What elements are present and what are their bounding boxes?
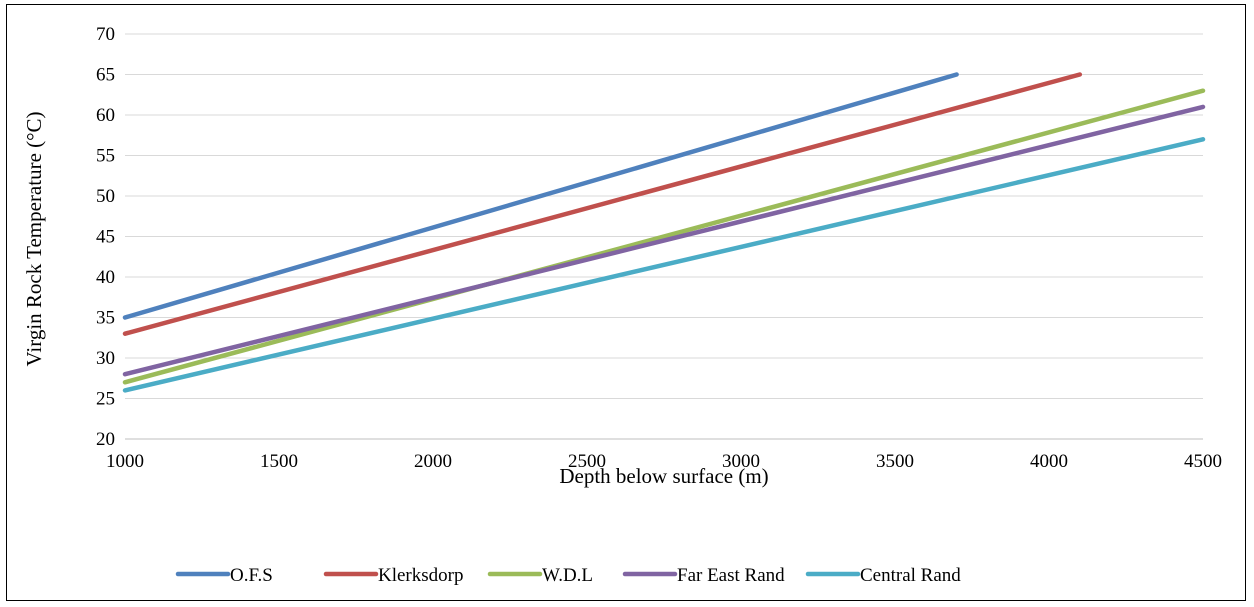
y-tick-label: 50 — [96, 186, 115, 207]
y-tick-label: 20 — [96, 429, 115, 450]
y-tick-label: 65 — [96, 65, 115, 86]
x-tick-label: 4000 — [1030, 451, 1068, 472]
x-tick-label: 3500 — [876, 451, 914, 472]
y-tick-label: 55 — [96, 146, 115, 167]
y-tick-label: 60 — [96, 105, 115, 126]
legend-label: O.F.S — [230, 565, 273, 586]
y-tick-label: 70 — [96, 24, 115, 45]
x-tick-label: 2500 — [568, 451, 606, 472]
y-tick-label: 25 — [96, 389, 115, 410]
x-tick-label: 3000 — [722, 451, 760, 472]
series-line-klerksdorp — [122, 72, 1083, 336]
legend-label: Far East Rand — [677, 565, 785, 586]
x-axis-title: Depth below surface (m) — [559, 464, 768, 488]
x-tick-label: 4500 — [1184, 451, 1222, 472]
legend-label: W.D.L — [542, 565, 593, 586]
series-line-w-d-l — [122, 88, 1206, 385]
y-axis-title: Virgin Rock Temperature (°C) — [22, 111, 46, 366]
x-tick-label: 1500 — [260, 451, 298, 472]
chart-frame — [6, 4, 1246, 601]
x-tick-label: 1000 — [106, 451, 144, 472]
series-line-central-rand — [122, 137, 1206, 393]
x-tick-label: 2000 — [414, 451, 452, 472]
legend-label: Central Rand — [860, 565, 961, 586]
y-tick-label: 40 — [96, 267, 115, 288]
legend-label: Klerksdorp — [378, 565, 463, 586]
series-lines — [122, 72, 1206, 393]
y-tick-label: 45 — [96, 227, 115, 248]
legend: O.F.S Klerksdorp W.D.L Far East Rand Central… — [175, 565, 961, 586]
series-line-far-east-rand — [122, 104, 1206, 377]
y-tick-label: 35 — [96, 308, 115, 329]
y-tick-label: 30 — [96, 348, 115, 369]
axes: 20 25 30 35 40 45 50 55 60 65 70 1000 1500 2000 2500 30… — [96, 24, 1222, 472]
series-line-o-f-s — [122, 72, 959, 320]
